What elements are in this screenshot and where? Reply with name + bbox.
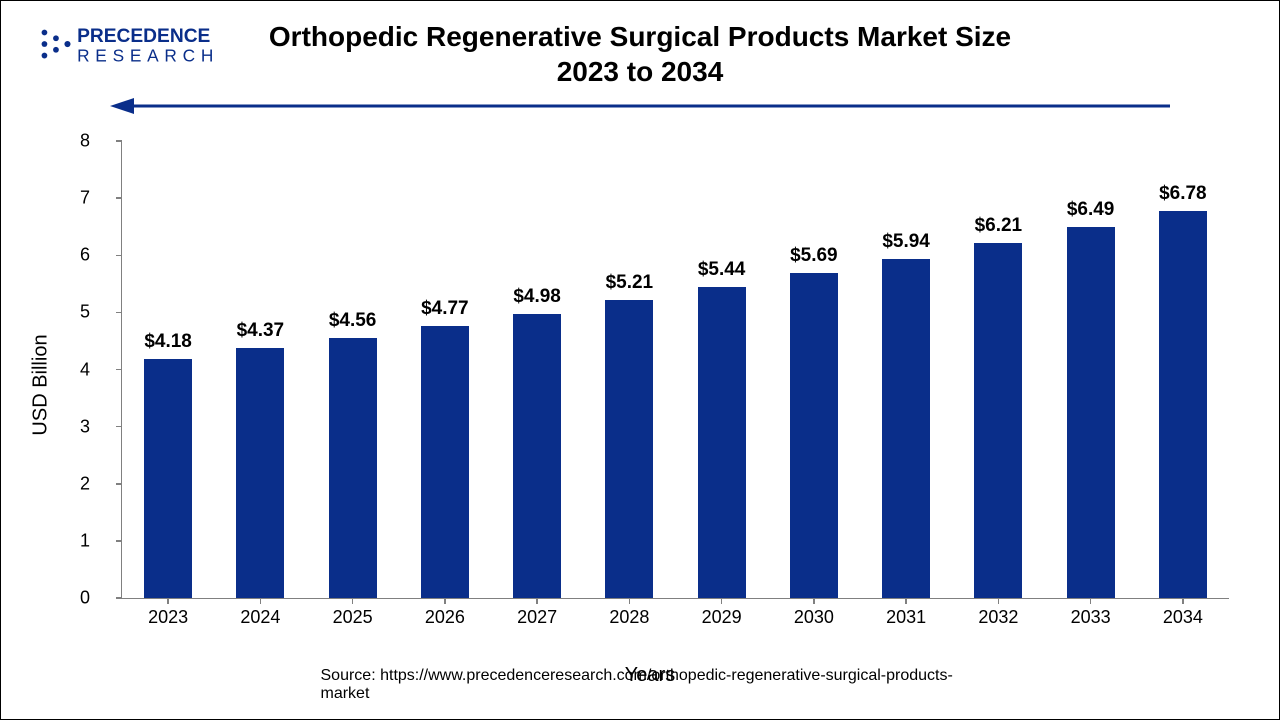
y-tick-mark xyxy=(116,483,122,485)
bar-value-label: $4.37 xyxy=(236,320,284,342)
bar: $6.21 xyxy=(974,243,1022,598)
x-tick-mark xyxy=(629,598,631,604)
y-tick-label: 3 xyxy=(80,416,90,437)
x-tick-mark xyxy=(167,598,169,604)
bar: $5.21 xyxy=(605,300,653,598)
bar-value-label: $5.69 xyxy=(790,245,838,267)
y-tick-mark xyxy=(116,426,122,428)
y-tick-mark xyxy=(116,140,122,142)
x-tick-mark xyxy=(444,598,446,604)
logo-text-top: PRECEDENCE xyxy=(77,26,210,47)
bar-value-label: $6.78 xyxy=(1159,183,1207,205)
x-tick-label: 2032 xyxy=(978,607,1018,628)
chart-area: USD Billion Years $4.18$4.37$4.56$4.77$4… xyxy=(61,131,1239,639)
bar-value-label: $4.77 xyxy=(421,298,469,320)
y-tick-label: 1 xyxy=(80,530,90,551)
x-tick-mark xyxy=(1090,598,1092,604)
x-tick-label: 2034 xyxy=(1163,607,1203,628)
bar-value-label: $6.21 xyxy=(974,215,1022,237)
x-tick-mark xyxy=(998,598,1000,604)
bar-value-label: $5.94 xyxy=(882,231,930,253)
source-line: Source: https://www.precedenceresearch.c… xyxy=(321,667,960,703)
bar-value-label: $4.56 xyxy=(329,310,377,332)
bar: $6.49 xyxy=(1067,227,1115,598)
x-tick-label: 2026 xyxy=(425,607,465,628)
x-tick-label: 2030 xyxy=(794,607,834,628)
y-tick-mark xyxy=(116,197,122,199)
bar: $4.18 xyxy=(144,359,192,598)
bar-value-label: $4.18 xyxy=(144,331,192,353)
y-tick-label: 7 xyxy=(80,188,90,209)
precedence-logo-icon: PRECEDENCE RESEARCH xyxy=(31,21,261,69)
bar: $6.78 xyxy=(1159,211,1207,598)
y-tick-label: 4 xyxy=(80,359,90,380)
y-tick-mark xyxy=(116,255,122,257)
source-prefix: Source: xyxy=(321,667,381,684)
x-tick-mark xyxy=(721,598,723,604)
bar: $4.56 xyxy=(329,338,377,598)
x-tick-mark xyxy=(352,598,354,604)
x-tick-mark xyxy=(536,598,538,604)
x-tick-label: 2025 xyxy=(333,607,373,628)
x-tick-label: 2028 xyxy=(609,607,649,628)
y-axis-label: USD Billion xyxy=(30,334,53,435)
bar: $5.69 xyxy=(790,273,838,598)
y-tick-mark xyxy=(116,540,122,542)
x-tick-label: 2029 xyxy=(702,607,742,628)
bar: $4.98 xyxy=(513,314,561,598)
y-tick-label: 8 xyxy=(80,131,90,152)
bar-value-label: $5.44 xyxy=(698,259,746,281)
y-tick-label: 0 xyxy=(80,588,90,609)
x-tick-mark xyxy=(905,598,907,604)
bar: $4.37 xyxy=(236,348,284,598)
plot-region: $4.18 $4.37 $4.56 $4.77 $4.98 $5.21 $5.44 $5.69… xyxy=(121,141,1229,599)
x-tick-label: 2024 xyxy=(240,607,280,628)
y-tick-label: 5 xyxy=(80,302,90,323)
x-tick-label: 2031 xyxy=(886,607,926,628)
bars-container: $4.18 $4.37 $4.56 $4.77 $4.98 $5.21 $5.44 $5.69… xyxy=(122,141,1229,598)
bar: $5.94 xyxy=(882,259,930,598)
y-tick-mark xyxy=(116,369,122,371)
bar-value-label: $6.49 xyxy=(1067,199,1115,221)
arrow-decoration-icon xyxy=(110,97,1170,115)
x-tick-label: 2027 xyxy=(517,607,557,628)
x-tick-label: 2033 xyxy=(1071,607,1111,628)
x-tick-mark xyxy=(260,598,262,604)
bar-value-label: $5.21 xyxy=(605,272,653,294)
x-tick-label: 2023 xyxy=(148,607,188,628)
x-tick-mark xyxy=(1182,598,1184,604)
x-tick-mark xyxy=(813,598,815,604)
bar: $4.77 xyxy=(421,326,469,598)
brand-logo: PRECEDENCE RESEARCH xyxy=(31,21,261,69)
bar: $5.44 xyxy=(698,287,746,598)
y-tick-mark xyxy=(116,597,122,599)
source-url: https://www.precedenceresearch.com/ortho… xyxy=(321,667,953,702)
bar-value-label: $4.98 xyxy=(513,286,561,308)
logo-text-bottom: RESEARCH xyxy=(77,45,219,65)
y-tick-label: 2 xyxy=(80,473,90,494)
y-tick-mark xyxy=(116,312,122,314)
y-tick-label: 6 xyxy=(80,245,90,266)
